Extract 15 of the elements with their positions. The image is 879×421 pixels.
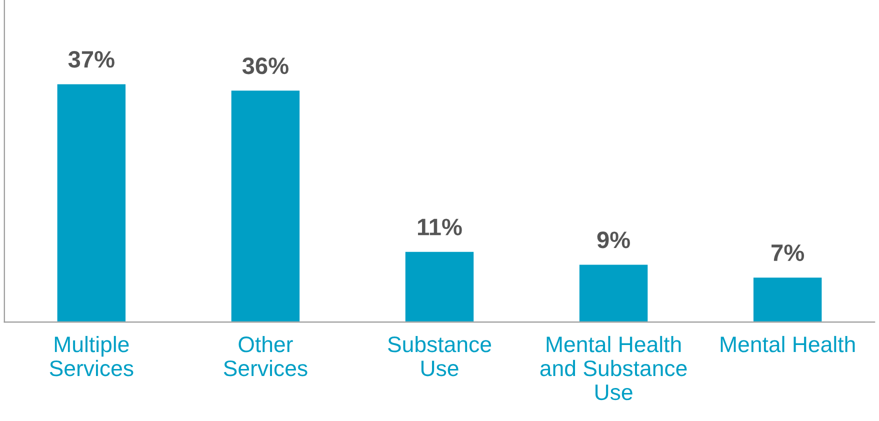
data-label: 11%	[418, 218, 462, 236]
x-tick-label: Mental Health	[720, 336, 855, 352]
x-tick-label: Substance Use	[388, 336, 492, 376]
bar	[230, 89, 301, 322]
data-label: 7%	[772, 244, 804, 262]
bar	[56, 82, 127, 322]
data-label: 37%	[68, 51, 114, 68]
bar	[752, 276, 824, 322]
bar	[404, 250, 476, 322]
x-tick-label: Other Services	[224, 336, 308, 376]
x-tick-label: Mental Health and Substance Use	[540, 336, 687, 400]
x-tick-label: Multiple Services	[50, 336, 134, 376]
bar	[578, 263, 650, 322]
data-label: 36%	[242, 57, 288, 74]
data-label: 9%	[597, 232, 630, 248]
